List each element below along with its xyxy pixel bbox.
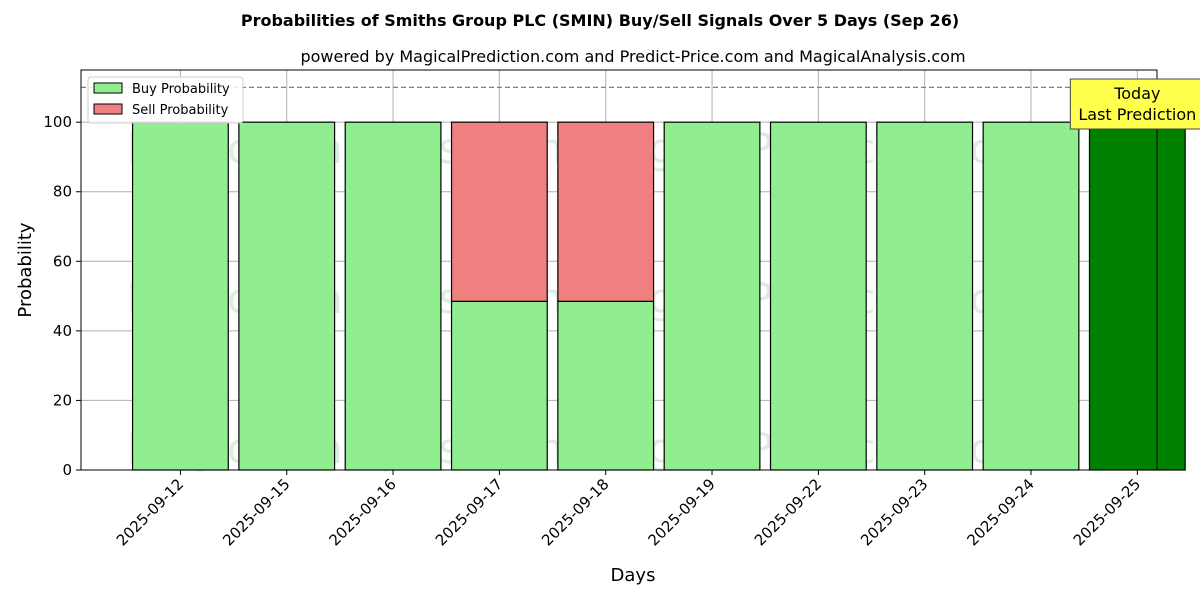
- chart-title: Probabilities of Smiths Group PLC (SMIN)…: [241, 11, 959, 30]
- x-tick-label: 2025-09-25: [1070, 475, 1144, 549]
- y-tick-label: 0: [62, 461, 72, 479]
- annotation-text: Last Prediction: [1078, 105, 1196, 124]
- buy-bar: [344, 121, 442, 471]
- x-tick-label: 2025-09-16: [326, 475, 400, 549]
- legend-label: Buy Probability: [132, 82, 230, 97]
- x-tick-label: 2025-09-23: [857, 475, 931, 549]
- y-axis-label: Probability: [15, 222, 36, 317]
- annotation-text: Today: [1113, 84, 1160, 103]
- buy-bar: [1088, 121, 1186, 471]
- x-tick-label: 2025-09-18: [538, 475, 612, 549]
- sell-bar: [450, 121, 548, 302]
- buy-bar: [982, 121, 1080, 471]
- buy-bar: [131, 121, 229, 471]
- today-annotation: Today Last Prediction: [1069, 78, 1200, 130]
- chart-subtitle: powered by MagicalPrediction.com and Pre…: [300, 47, 965, 66]
- annotation-box: [1069, 78, 1200, 130]
- legend-swatch: [93, 82, 123, 94]
- x-tick-label: 2025-09-24: [963, 475, 1037, 549]
- buy-bar: [450, 300, 548, 471]
- x-tick-label: 2025-09-15: [219, 475, 293, 549]
- y-axis: 0 20 40 60 80 100: [43, 113, 81, 479]
- x-tick-label: 2025-09-12: [113, 475, 187, 549]
- sell-bar: [557, 121, 655, 302]
- buy-bar: [238, 121, 336, 471]
- x-axis-label: Days: [611, 565, 656, 586]
- x-tick-label: 2025-09-19: [644, 475, 718, 549]
- y-tick-label: 40: [53, 322, 72, 340]
- buy-bar: [876, 121, 974, 471]
- buy-bar: [557, 300, 655, 471]
- legend: Buy Probability Sell Probability: [87, 76, 244, 124]
- y-tick-label: 60: [53, 252, 72, 270]
- legend-swatch: [93, 103, 123, 115]
- x-tick-label: 2025-09-22: [751, 475, 825, 549]
- buy-bar: [769, 121, 867, 471]
- x-axis: 2025-09-12 2025-09-15 2025-09-16 2025-09-17…: [113, 470, 1144, 549]
- y-tick-label: 80: [53, 183, 72, 201]
- legend-frame: [87, 76, 244, 124]
- x-tick-label: 2025-09-17: [432, 475, 506, 549]
- bars: [131, 121, 1186, 471]
- y-tick-label: 100: [43, 113, 72, 131]
- y-tick-label: 20: [53, 391, 72, 409]
- legend-label: Sell Probability: [132, 103, 229, 118]
- buy-bar: [663, 121, 761, 471]
- plot-frame: [80, 69, 1158, 471]
